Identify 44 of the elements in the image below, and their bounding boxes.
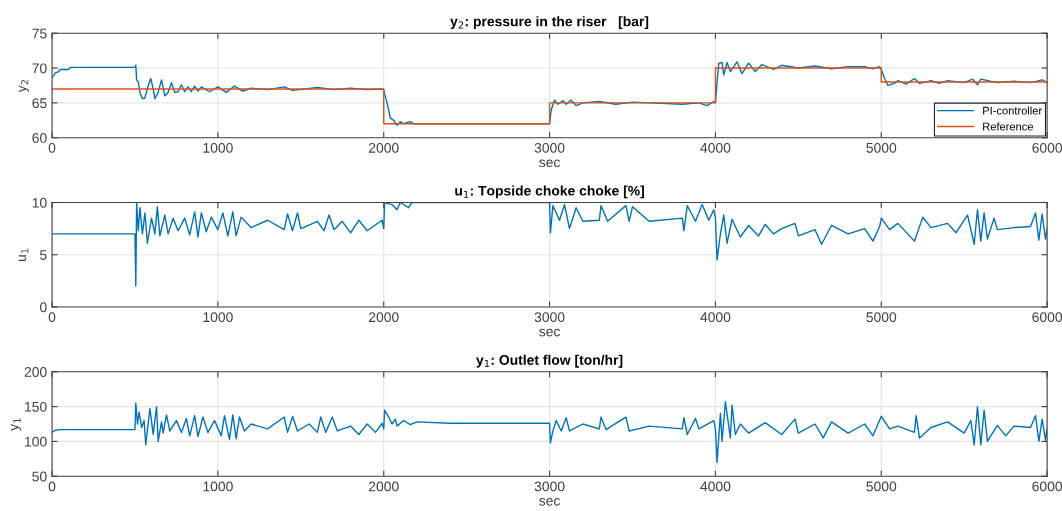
y-tick-label: 0 [40, 302, 47, 313]
x-tick-label: 3000 [534, 481, 565, 492]
x-tick-label: 5000 [866, 481, 897, 492]
x-tick-label: 5000 [866, 312, 897, 323]
y-tick-label: 50 [32, 471, 47, 482]
x-tick-label: 2000 [368, 142, 399, 153]
chart-title: y$_{1}$: Outlet flow [ton/hr] [476, 354, 623, 368]
y-tick-label: 60 [32, 133, 47, 143]
x-tick-label: 0 [48, 312, 56, 323]
y-tick-label: 65 [32, 98, 47, 109]
y-tick-label: 75 [32, 28, 47, 39]
x-axis-title: sec [539, 328, 561, 337]
y-axis-title: y$_{2}$ [18, 80, 29, 93]
x-tick-label: 0 [48, 142, 56, 153]
legend-label: Reference [983, 122, 1034, 131]
x-axis-title: sec [539, 159, 561, 168]
legend-label: PI-controller [983, 106, 1042, 115]
x-tick-label: 6000 [1032, 142, 1062, 153]
x-tick-label: 6000 [1032, 481, 1062, 492]
y-axis-title: y$_{1}$ [10, 418, 22, 431]
y-tick-label: 70 [32, 63, 47, 74]
x-tick-label: 4000 [700, 312, 731, 323]
chart-title: y$_{2}$: pressure in the riser [bar] [450, 16, 649, 30]
x-tick-label: 3000 [534, 142, 565, 153]
x-tick-label: 2000 [368, 312, 399, 323]
x-tick-label: 4000 [700, 142, 731, 153]
y-tick-label: 10 [32, 197, 47, 208]
y-tick-label: 5 [40, 250, 47, 260]
chart-title: u$_{1}$: Topside choke choke [%] [455, 185, 644, 199]
line-series [52, 401, 1048, 464]
x-tick-label: 3000 [534, 312, 565, 323]
y-axis-title: u$_{1}$ [18, 248, 29, 262]
x-tick-label: 0 [48, 481, 56, 492]
x-tick-label: 5000 [866, 142, 897, 153]
x-tick-label: 4000 [700, 481, 731, 492]
y-tick-label: 150 [25, 401, 47, 412]
x-tick-label: 6000 [1032, 312, 1062, 323]
y-tick-label: 200 [24, 367, 47, 377]
x-tick-label: 1000 [203, 481, 233, 492]
x-tick-label: 1000 [203, 142, 233, 153]
y-tick-label: 100 [25, 436, 47, 447]
x-tick-label: 2000 [368, 481, 399, 492]
x-axis-title: sec [539, 498, 561, 506]
x-tick-label: 1000 [203, 312, 233, 323]
